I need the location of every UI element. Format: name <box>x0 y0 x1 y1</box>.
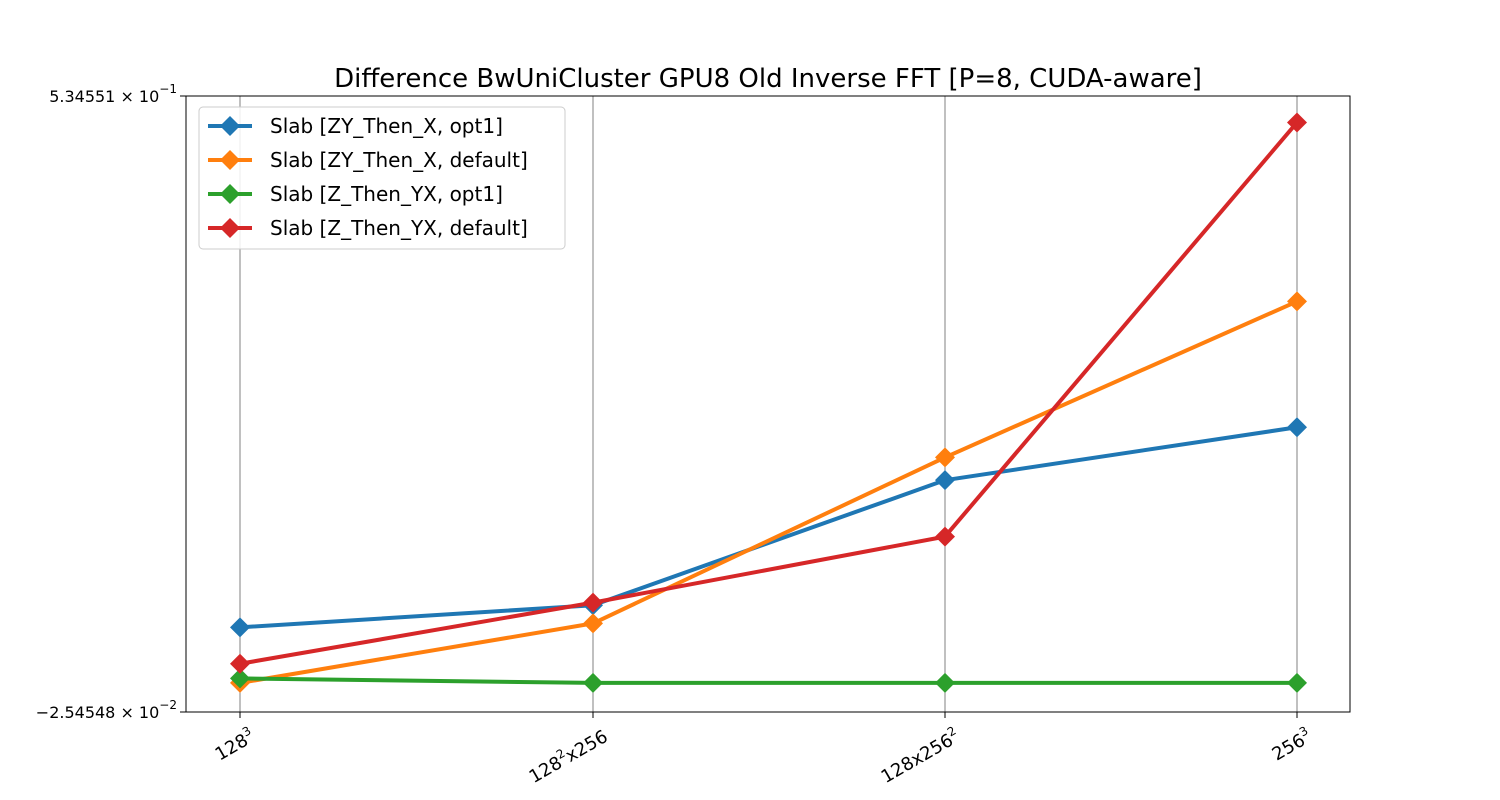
legend-frame <box>198 106 566 250</box>
legend-label: Slab [Z_Then_YX, opt1] <box>270 182 503 206</box>
data-point-marker <box>230 668 250 689</box>
legend-marker <box>220 150 240 170</box>
data-point-marker <box>935 526 955 547</box>
series-line <box>239 121 1299 666</box>
chart-title: Difference BwUniCluster GPU8 Old Inverse… <box>334 64 1202 94</box>
legend-entry[interactable]: Slab [ZY_Then_X, default] <box>208 148 528 172</box>
legend-label: Slab [ZY_Then_X, opt1] <box>270 114 503 138</box>
series-lines <box>230 112 1307 693</box>
data-point-marker <box>1287 672 1307 693</box>
legend-entry[interactable]: Slab [ZY_Then_X, opt1] <box>208 114 503 138</box>
series-4 <box>230 112 1307 674</box>
y-tick-label: −2.54548 × 10−2 <box>36 698 177 722</box>
data-point-marker <box>583 672 603 693</box>
legend[interactable]: Slab [ZY_Then_X, opt1] Slab [ZY_Then_X, d… <box>198 106 566 250</box>
series-3 <box>230 668 1307 693</box>
series-line <box>239 425 1298 630</box>
legend-marker <box>220 218 240 238</box>
y-axis: 5.34551 × 10−1 −2.54548 × 10−2 <box>36 82 186 722</box>
data-point-marker <box>583 613 603 634</box>
data-point-marker <box>1287 112 1307 133</box>
y-tick-label: 5.34551 × 10−1 <box>49 82 177 106</box>
series-line <box>239 676 1297 685</box>
data-point-marker <box>230 653 250 674</box>
data-point-marker <box>935 470 955 491</box>
series-line <box>239 299 1298 685</box>
legend-label: Slab [ZY_Then_X, default] <box>270 148 528 172</box>
data-point-marker <box>230 617 250 638</box>
data-point-marker <box>583 592 603 613</box>
legend-entries: Slab [ZY_Then_X, opt1] Slab [ZY_Then_X, d… <box>208 114 528 240</box>
data-point-marker <box>935 672 955 693</box>
legend-entry[interactable]: Slab [Z_Then_YX, default] <box>208 216 528 240</box>
plot-area <box>185 95 1351 713</box>
data-point-marker <box>1287 417 1307 438</box>
legend-marker <box>220 116 240 136</box>
legend-label: Slab [Z_Then_YX, default] <box>270 216 528 240</box>
data-point-marker <box>1287 291 1307 312</box>
legend-marker <box>220 184 240 204</box>
legend-entry[interactable]: Slab [Z_Then_YX, opt1] <box>208 182 503 206</box>
data-point-marker <box>935 447 955 468</box>
